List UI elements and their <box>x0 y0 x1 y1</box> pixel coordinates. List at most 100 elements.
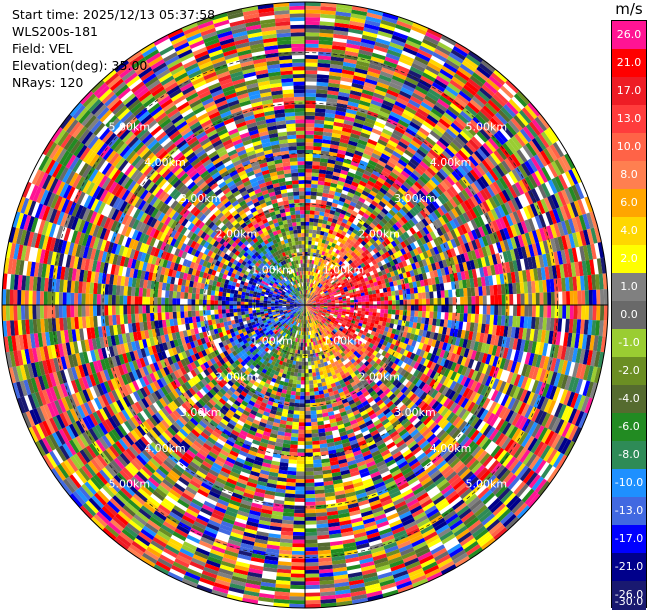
velocity-gate <box>366 180 376 187</box>
velocity-gate <box>328 75 342 81</box>
velocity-gate <box>392 150 402 159</box>
velocity-gate <box>317 282 321 287</box>
velocity-gate <box>474 69 489 82</box>
velocity-gate <box>311 271 314 276</box>
velocity-gate <box>337 180 345 187</box>
velocity-gate <box>295 490 305 495</box>
velocity-gate <box>445 128 458 139</box>
velocity-gate <box>452 297 457 305</box>
velocity-gate <box>380 19 397 28</box>
velocity-gate <box>483 81 498 94</box>
velocity-gate <box>398 314 403 321</box>
velocity-gate <box>403 109 415 118</box>
velocity-gate <box>403 305 408 311</box>
velocity-gate <box>402 310 408 316</box>
velocity-gate <box>321 143 331 148</box>
velocity-gate <box>412 22 429 32</box>
velocity-gate <box>311 421 318 426</box>
velocity-gate <box>458 90 472 102</box>
velocity-gate <box>450 122 463 134</box>
velocity-gate <box>318 36 334 42</box>
velocity-gate <box>315 508 327 513</box>
velocity-gate <box>330 182 338 188</box>
velocity-gate <box>392 305 396 310</box>
velocity-gate <box>377 30 393 39</box>
velocity-gate <box>374 216 381 224</box>
velocity-gate <box>312 157 321 162</box>
velocity-gate <box>312 448 321 453</box>
velocity-gate <box>344 198 352 205</box>
velocity-gate <box>312 225 318 231</box>
velocity-gate <box>485 314 491 325</box>
velocity-gate <box>306 274 309 279</box>
velocity-gate <box>347 249 354 255</box>
velocity-gate <box>389 185 398 194</box>
velocity-gate <box>584 290 590 305</box>
velocity-gate <box>305 244 309 249</box>
velocity-gate <box>469 75 484 88</box>
velocity-gate <box>363 186 372 194</box>
velocity-gate <box>318 274 322 279</box>
velocity-gate <box>329 67 343 74</box>
velocity-gate <box>299 357 303 362</box>
velocity-gate <box>329 71 342 77</box>
velocity-gate <box>424 117 437 128</box>
velocity-gate <box>318 173 326 178</box>
velocity-gate <box>398 173 408 182</box>
velocity-gate <box>366 163 376 170</box>
velocity-gate <box>404 43 419 53</box>
velocity-gate <box>348 24 365 31</box>
velocity-gate <box>330 206 337 212</box>
velocity-gate <box>376 293 381 298</box>
velocity-gate <box>422 184 432 194</box>
velocity-gate <box>291 566 305 571</box>
velocity-gate <box>501 305 506 316</box>
velocity-gate <box>435 75 450 86</box>
velocity-gate <box>339 138 350 144</box>
velocity-gate <box>475 305 480 315</box>
velocity-gate <box>479 87 493 100</box>
velocity-gate <box>493 284 498 296</box>
velocity-gate <box>412 195 421 204</box>
velocity-gate <box>404 203 412 212</box>
velocity-gate <box>305 437 313 442</box>
velocity-gate <box>410 310 415 317</box>
velocity-gate <box>332 129 342 135</box>
velocity-gate <box>463 144 474 156</box>
velocity-gate <box>463 305 468 314</box>
velocity-gate <box>382 149 393 158</box>
velocity-gate <box>309 391 315 396</box>
velocity-gate <box>402 46 418 56</box>
velocity-gate <box>305 123 315 128</box>
velocity-gate <box>418 104 431 115</box>
velocity-gate <box>412 136 423 146</box>
velocity-gate <box>298 433 305 438</box>
velocity-gate <box>294 494 305 499</box>
velocity-gate <box>314 285 318 290</box>
velocity-gate <box>363 81 377 89</box>
velocity-gate <box>283 508 295 513</box>
velocity-gate <box>394 290 400 296</box>
velocity-gate <box>364 19 381 27</box>
velocity-gate <box>399 294 404 300</box>
velocity-gate <box>497 109 511 123</box>
velocity-gate <box>322 247 327 252</box>
velocity-gate <box>424 169 434 180</box>
velocity-gate <box>310 202 316 208</box>
velocity-gate <box>417 49 433 59</box>
velocity-gate <box>581 290 586 305</box>
velocity-gate <box>305 302 308 305</box>
velocity-gate <box>305 108 316 113</box>
velocity-gate <box>314 207 321 212</box>
velocity-gate <box>333 262 339 267</box>
velocity-gate <box>428 58 444 69</box>
velocity-gate <box>305 566 319 571</box>
velocity-gate <box>387 174 397 183</box>
velocity-gate <box>383 214 391 222</box>
velocity-gate <box>328 241 333 247</box>
velocity-gate <box>226 594 243 602</box>
velocity-gate <box>369 190 378 197</box>
velocity-gate <box>340 193 348 199</box>
velocity-gate <box>363 121 375 129</box>
velocity-gate <box>418 298 423 305</box>
